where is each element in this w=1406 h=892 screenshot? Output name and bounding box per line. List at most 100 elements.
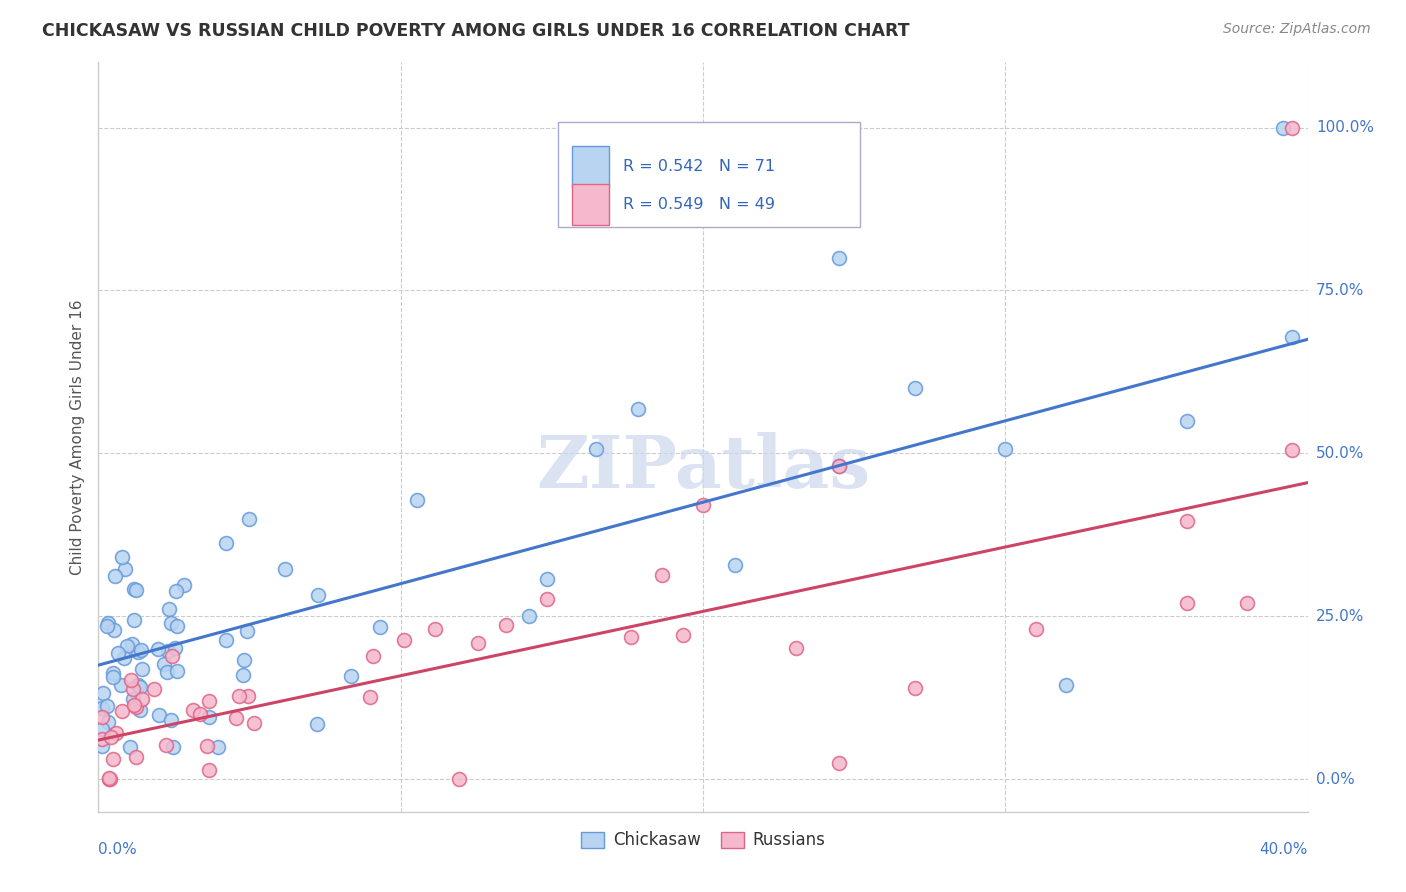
Point (115, 639, 138, 653)
Bar (572, 184, 609, 225)
Point (195, 739, 218, 754)
Point (620, 630, 643, 644)
Point (238, 512, 260, 526)
Point (122, 613, 145, 627)
Point (626, 401, 648, 416)
Point (228, 689, 250, 703)
Point (163, 640, 186, 655)
Point (1175, 514, 1198, 528)
Text: CHICKASAW VS RUSSIAN CHILD POVERTY AMONG GIRLS UNDER 16 CORRELATION CHART: CHICKASAW VS RUSSIAN CHILD POVERTY AMONG… (42, 22, 910, 40)
Point (517, 609, 540, 624)
Point (127, 645, 149, 659)
Point (785, 640, 807, 655)
Point (125, 583, 148, 598)
Text: 100.0%: 100.0% (1316, 120, 1374, 135)
Point (103, 666, 125, 681)
Point (96, 698, 118, 713)
Point (423, 622, 446, 636)
Point (101, 670, 124, 684)
Point (160, 615, 183, 630)
Point (110, 678, 132, 692)
Point (1175, 414, 1198, 428)
Point (651, 568, 673, 582)
Point (118, 739, 141, 754)
Point (994, 442, 1017, 456)
Point (1054, 678, 1077, 692)
Point (146, 642, 169, 657)
Point (111, 704, 134, 718)
Point (235, 624, 257, 638)
Point (828, 459, 851, 474)
Point (91, 686, 114, 700)
Point (103, 568, 125, 582)
Point (128, 704, 150, 718)
Text: Source: ZipAtlas.com: Source: ZipAtlas.com (1223, 22, 1371, 37)
Point (904, 681, 927, 695)
Point (214, 536, 236, 550)
Point (585, 442, 607, 456)
Point (692, 499, 714, 513)
Point (121, 691, 143, 706)
Text: 0.0%: 0.0% (1316, 772, 1354, 787)
Point (114, 562, 136, 576)
Point (305, 717, 328, 731)
Point (242, 716, 264, 731)
Point (98, 772, 121, 786)
Point (101, 752, 124, 766)
Point (181, 703, 204, 717)
Point (131, 692, 153, 706)
Point (153, 657, 176, 671)
Point (828, 251, 851, 265)
Point (340, 669, 363, 683)
Point (165, 584, 187, 599)
Point (121, 637, 143, 651)
Text: 75.0%: 75.0% (1316, 283, 1364, 298)
Point (363, 649, 385, 664)
Point (392, 633, 415, 648)
Point (236, 689, 259, 703)
Text: ZIPatlas: ZIPatlas (536, 432, 870, 502)
Point (157, 602, 180, 616)
Point (120, 673, 142, 688)
Point (274, 562, 297, 576)
Point (91, 739, 114, 754)
Point (215, 633, 238, 648)
Point (90, 710, 112, 724)
Point (90, 731, 112, 746)
Point (157, 644, 180, 658)
Point (1281, 443, 1303, 458)
Point (122, 698, 145, 712)
Point (131, 662, 153, 676)
Point (162, 739, 184, 754)
Point (112, 651, 135, 665)
Point (198, 694, 221, 708)
Point (155, 738, 177, 752)
Point (97, 715, 120, 730)
Point (359, 690, 381, 704)
Point (198, 764, 221, 778)
Point (131, 643, 153, 657)
Point (97, 615, 120, 630)
Y-axis label: Child Poverty Among Girls Under 16: Child Poverty Among Girls Under 16 (70, 300, 86, 574)
Point (122, 582, 145, 596)
Legend: Chickasaw, Russians: Chickasaw, Russians (574, 824, 832, 855)
Point (166, 664, 188, 678)
Point (495, 617, 517, 632)
Point (97, 772, 120, 786)
FancyBboxPatch shape (558, 122, 860, 227)
Point (828, 756, 851, 770)
Point (125, 700, 148, 714)
Point (449, 772, 471, 786)
Point (160, 649, 183, 664)
Point (166, 619, 188, 633)
Point (207, 739, 229, 754)
Point (127, 678, 149, 692)
Point (672, 628, 695, 642)
Point (1272, 120, 1295, 135)
Point (104, 726, 127, 740)
Point (125, 750, 148, 764)
Point (159, 713, 181, 727)
Point (232, 668, 254, 682)
Point (156, 665, 179, 680)
Point (536, 572, 558, 586)
